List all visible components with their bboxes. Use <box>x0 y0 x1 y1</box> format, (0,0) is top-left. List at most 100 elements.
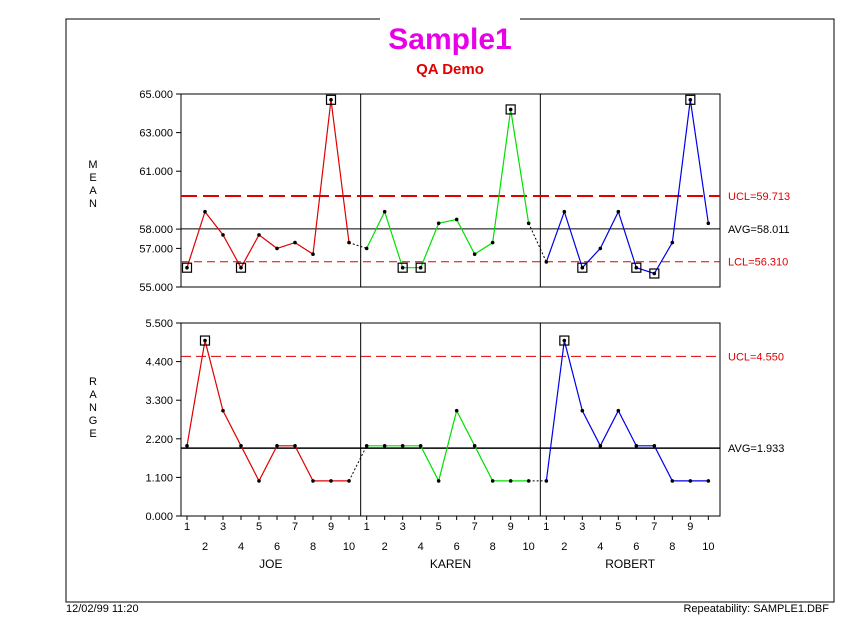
series-line-karen <box>366 109 530 269</box>
x-tick-label: 3 <box>400 521 406 533</box>
data-point <box>239 444 243 448</box>
series-line-robert <box>545 340 709 482</box>
y-tick-label: 0.000 <box>145 511 173 523</box>
data-point <box>185 444 189 448</box>
y-axis-label-letter: N <box>89 198 97 210</box>
x-tick-label: 1 <box>364 521 370 533</box>
data-point <box>275 246 279 251</box>
data-point <box>634 444 639 448</box>
y-tick-label: 57.000 <box>139 243 173 255</box>
y-tick-label: 4.400 <box>145 357 173 369</box>
x-tick-label: 2 <box>202 541 208 553</box>
x-tick-label: 1 <box>543 521 549 533</box>
x-tick-label: 8 <box>490 541 496 553</box>
data-point <box>616 408 621 413</box>
y-axis-label-letter: A <box>89 389 97 401</box>
data-point <box>652 444 657 448</box>
x-tick-label: 10 <box>523 541 535 553</box>
x-tick-label: 2 <box>561 541 567 553</box>
data-point <box>706 479 711 483</box>
data-point <box>382 444 387 448</box>
data-point <box>418 265 423 270</box>
lcl-label: LCL=56.310 <box>728 257 788 269</box>
x-tick-label: 3 <box>579 521 585 533</box>
avg-label: AVG=58.011 <box>728 224 790 236</box>
data-point <box>688 97 693 102</box>
data-point <box>239 265 243 270</box>
data-point <box>203 209 207 214</box>
group-label-joe: JOE <box>259 557 282 571</box>
series-line-joe <box>186 99 350 269</box>
group-label-karen: KAREN <box>430 557 471 571</box>
data-point <box>580 408 585 413</box>
x-tick-label: 5 <box>256 521 262 533</box>
data-point <box>436 479 441 483</box>
y-axis-label-letter: A <box>89 185 97 197</box>
y-tick-label: 5.500 <box>145 318 173 330</box>
data-point <box>311 252 315 256</box>
data-point <box>670 479 675 483</box>
data-point <box>185 265 189 270</box>
data-point <box>490 240 495 245</box>
x-tick-label: 3 <box>220 521 226 533</box>
x-tick-label: 9 <box>328 521 334 533</box>
x-tick-label: 4 <box>238 541 244 553</box>
x-tick-label: 10 <box>343 541 355 553</box>
group-connector <box>528 223 547 263</box>
series-line-joe <box>186 340 349 483</box>
flagged-point-marker <box>415 262 426 273</box>
flagged-point-marker <box>325 94 337 105</box>
x-tick-label: 8 <box>310 541 316 553</box>
x-tick-label: 4 <box>597 541 603 553</box>
ucl-label: UCL=59.713 <box>728 191 790 203</box>
y-tick-label: 55.000 <box>139 282 173 294</box>
x-tick-label: 5 <box>436 521 442 533</box>
x-tick-label: 2 <box>382 541 388 553</box>
y-axis-label-letter: R <box>89 376 97 388</box>
data-point <box>616 209 621 214</box>
data-point <box>706 221 711 226</box>
y-tick-label: 61.000 <box>139 166 173 178</box>
chart-title: Sample1 <box>388 23 511 56</box>
x-tick-label: 4 <box>418 541 424 553</box>
x-tick-label: 8 <box>669 541 675 553</box>
x-tick-label: 6 <box>633 541 639 553</box>
data-point <box>329 479 333 483</box>
title-backdrop <box>380 14 520 28</box>
data-point <box>311 479 315 483</box>
x-tick-label: 6 <box>274 541 280 553</box>
avg-label: AVG=1.933 <box>728 443 784 455</box>
data-point <box>329 97 333 102</box>
data-point <box>257 233 261 237</box>
y-axis-label-letter: E <box>89 172 96 184</box>
data-point <box>544 479 549 483</box>
y-tick-label: 65.000 <box>139 89 173 101</box>
x-tick-label: 1 <box>184 521 190 533</box>
flagged-point-marker <box>559 335 570 346</box>
data-point <box>508 479 513 483</box>
flagged-point-marker <box>199 335 211 346</box>
footer-date: 12/02/99 11:20 <box>66 603 139 615</box>
data-point <box>508 107 513 112</box>
group-connector <box>348 242 367 249</box>
data-point <box>580 265 585 270</box>
data-point <box>670 240 675 245</box>
x-tick-label: 6 <box>454 541 460 553</box>
mean-panel: 55.000 57.000 58.000 61.000 63.000 65.000 MEAN… <box>88 89 790 294</box>
x-tick-label: 5 <box>615 521 621 533</box>
flagged-point-marker <box>235 262 247 273</box>
flagged-point-marker <box>631 262 642 273</box>
data-point <box>364 444 369 448</box>
flagged-point-marker <box>181 262 193 273</box>
group-label-robert: ROBERT <box>605 557 655 571</box>
data-point <box>203 338 207 343</box>
flagged-point-marker <box>505 104 516 115</box>
data-point <box>634 265 639 270</box>
data-point <box>472 444 477 448</box>
y-tick-label: 3.300 <box>145 395 173 407</box>
data-point <box>293 240 297 245</box>
data-point <box>364 246 369 251</box>
ucl-label: UCL=4.550 <box>728 351 784 363</box>
